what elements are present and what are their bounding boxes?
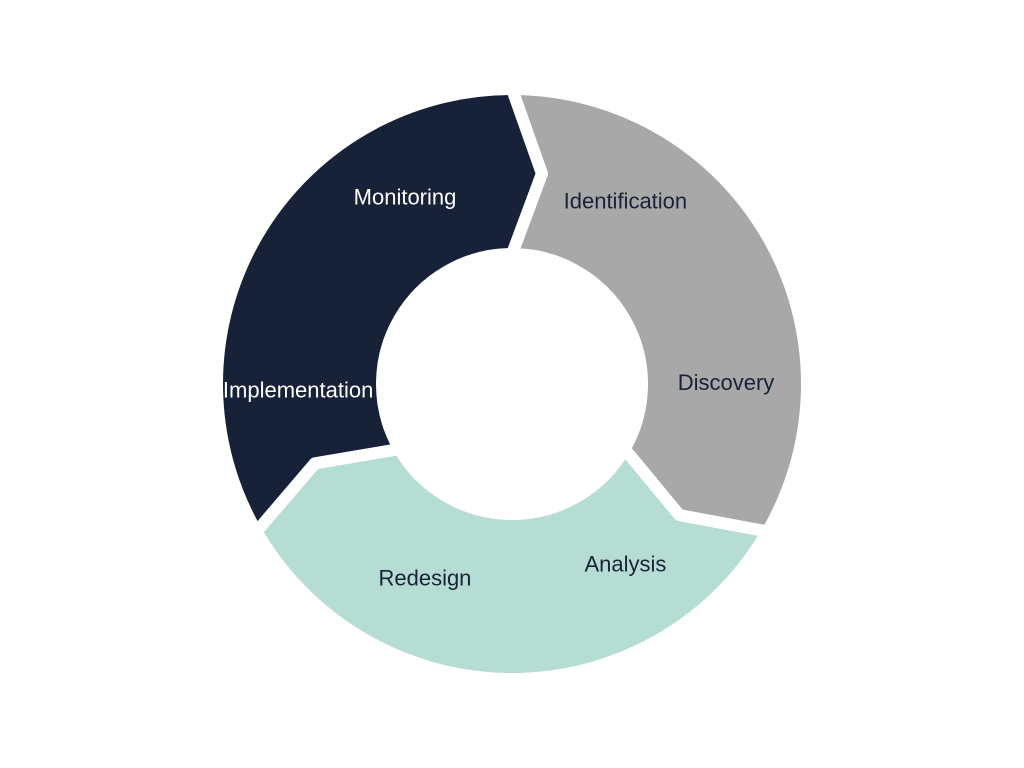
- label-implementation-monitoring-0: Implementation: [223, 377, 373, 402]
- label-analysis-redesign-1: Redesign: [378, 565, 471, 590]
- segment-identification-discovery: [512, 89, 807, 532]
- label-implementation-monitoring-1: Monitoring: [354, 184, 457, 209]
- label-analysis-redesign-0: Analysis: [584, 551, 666, 576]
- label-identification-discovery-1: Discovery: [678, 370, 775, 395]
- cycle-diagram: Identification Discovery Analysis Redesign I…: [0, 0, 1024, 768]
- label-identification-discovery-0: Identification: [564, 188, 688, 213]
